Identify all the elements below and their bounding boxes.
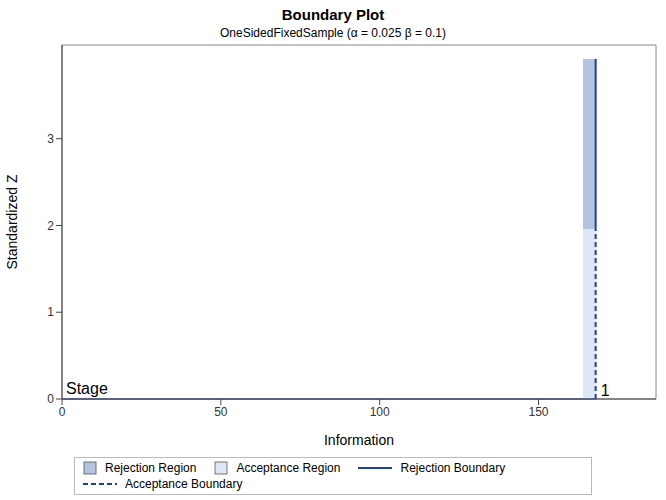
svg-text:0: 0: [59, 405, 66, 419]
html-text:OneSidedFixedSample (α = 0.025: OneSidedFixedSample (α = 0.025 β = 0.1): [220, 26, 446, 40]
html-text:Rejection Boundary: Rejection Boundary: [400, 461, 506, 475]
html-text:Rejection Region: Rejection Region: [105, 461, 197, 475]
svg-text:0: 0: [47, 392, 54, 406]
svg-text:1: 1: [47, 305, 54, 319]
svg-text:3: 3: [47, 132, 54, 146]
svg-text:Information: Information: [324, 432, 394, 448]
svg-text:100: 100: [370, 405, 390, 419]
html-text:Acceptance Region: Acceptance Region: [236, 461, 341, 475]
html-text:Acceptance Boundary: Acceptance Boundary: [125, 477, 243, 491]
svg-text:150: 150: [528, 405, 548, 419]
html-text:Boundary Plot: Boundary Plot: [281, 6, 385, 23]
svg-text:2: 2: [47, 219, 54, 233]
svg-text:Stage: Stage: [66, 380, 108, 397]
svg-text:50: 50: [214, 405, 228, 419]
svg-text:1: 1: [601, 382, 610, 399]
svg-text:Standardized Z: Standardized Z: [8, 174, 20, 269]
